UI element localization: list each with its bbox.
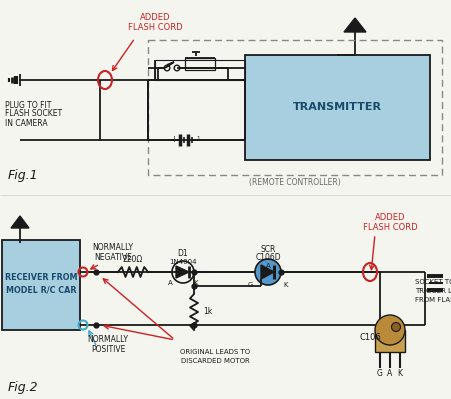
Bar xyxy=(2,240,80,330)
Bar xyxy=(184,58,215,70)
Text: DISCARDED MOTOR: DISCARDED MOTOR xyxy=(180,358,249,364)
Text: ADDED: ADDED xyxy=(139,14,170,22)
Polygon shape xyxy=(11,216,29,228)
Text: PLUG TO FIT: PLUG TO FIT xyxy=(5,101,51,109)
Text: K: K xyxy=(396,369,401,379)
Text: A: A xyxy=(167,280,172,286)
Text: MODEL R/C CAR: MODEL R/C CAR xyxy=(6,286,76,294)
Circle shape xyxy=(374,315,404,345)
Text: Fig.2: Fig.2 xyxy=(8,381,38,395)
Text: TRIGGER LEAD: TRIGGER LEAD xyxy=(414,288,451,294)
Text: C106D: C106D xyxy=(255,253,280,263)
Text: A: A xyxy=(387,369,392,379)
Text: NEGATIVE: NEGATIVE xyxy=(94,253,132,261)
Polygon shape xyxy=(343,18,365,32)
Text: G: G xyxy=(376,369,382,379)
Text: 1k: 1k xyxy=(203,308,212,316)
Bar xyxy=(147,40,441,175)
Text: FLASH CORD: FLASH CORD xyxy=(127,22,182,32)
Text: D1: D1 xyxy=(177,249,188,259)
Polygon shape xyxy=(260,265,273,279)
Text: IN CAMERA: IN CAMERA xyxy=(5,119,47,128)
Text: K: K xyxy=(193,280,198,286)
Text: ORIGINAL LEADS TO: ORIGINAL LEADS TO xyxy=(179,349,249,355)
Text: 220Ω: 220Ω xyxy=(123,255,143,265)
Text: C106: C106 xyxy=(359,334,381,342)
Bar xyxy=(374,330,404,352)
Text: A: A xyxy=(265,263,270,269)
Text: 1: 1 xyxy=(196,136,199,140)
Text: +: + xyxy=(170,136,177,144)
Circle shape xyxy=(254,259,281,285)
Text: SOCKET TO FIT: SOCKET TO FIT xyxy=(414,279,451,285)
Text: SCR: SCR xyxy=(260,245,275,255)
Bar xyxy=(155,60,244,80)
Text: NORMALLY: NORMALLY xyxy=(87,336,128,344)
Text: FLASH SOCKET: FLASH SOCKET xyxy=(5,109,62,119)
Text: FROM FLASH: FROM FLASH xyxy=(414,297,451,303)
Circle shape xyxy=(391,322,400,332)
Text: RECEIVER FROM: RECEIVER FROM xyxy=(5,273,77,282)
Polygon shape xyxy=(175,266,189,278)
Text: FLASH CORD: FLASH CORD xyxy=(362,223,416,233)
Text: G: G xyxy=(247,282,252,288)
Text: TRANSMITTER: TRANSMITTER xyxy=(292,102,381,112)
Text: (REMOTE CONTROLLER): (REMOTE CONTROLLER) xyxy=(249,178,340,186)
Text: POSITIVE: POSITIVE xyxy=(91,344,125,354)
Text: K: K xyxy=(283,282,288,288)
Text: Fig.1: Fig.1 xyxy=(8,168,38,182)
Text: ADDED: ADDED xyxy=(374,213,405,223)
Text: NORMALLY: NORMALLY xyxy=(92,243,133,253)
Text: 1N4004: 1N4004 xyxy=(169,259,196,265)
Bar xyxy=(244,55,429,160)
